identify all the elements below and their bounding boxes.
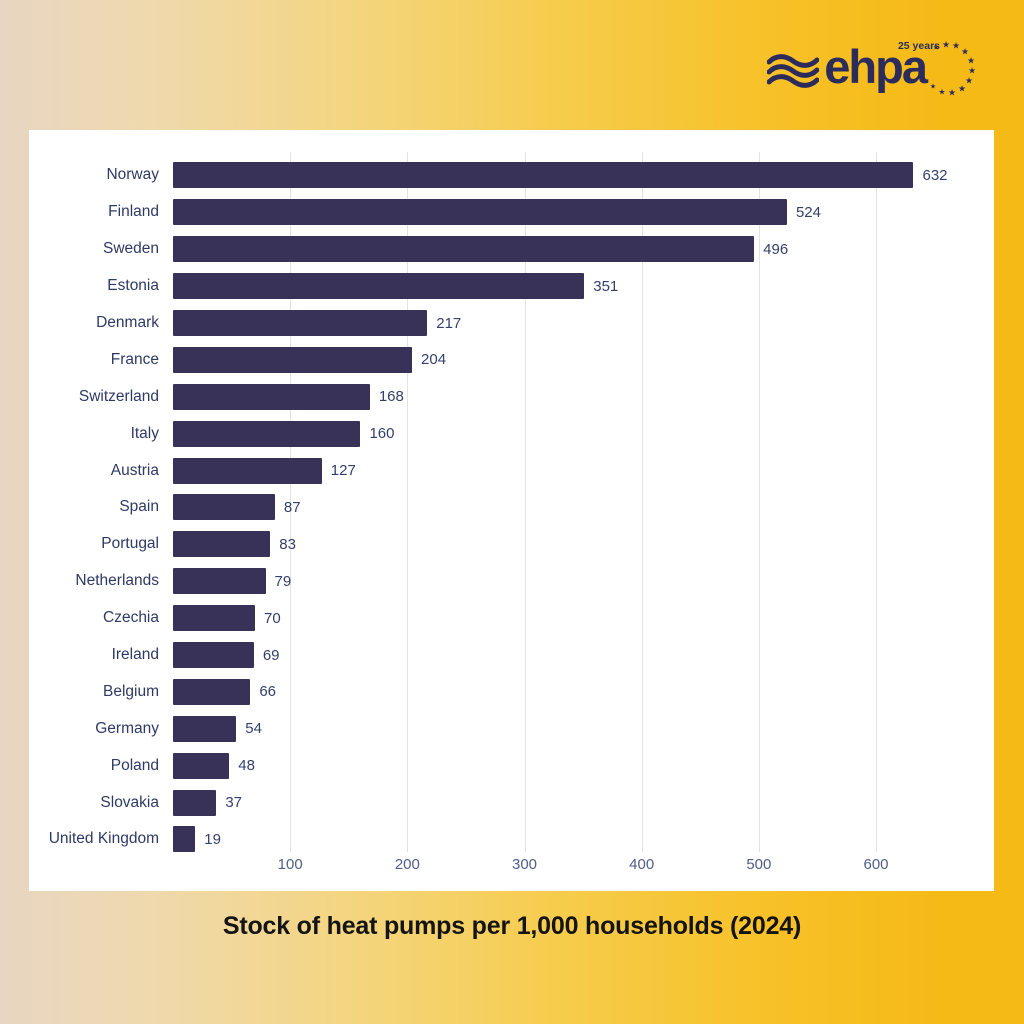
bar-rows: Norway 632 Finland 524 Sweden 496 Estonia 351 De… xyxy=(29,157,985,858)
value-label: 496 xyxy=(763,240,789,258)
chart-row: Germany 54 xyxy=(29,710,985,747)
chart-row: Austria 127 xyxy=(29,452,985,489)
value-label: 524 xyxy=(795,203,821,221)
bar xyxy=(173,199,787,226)
value-label: 69 xyxy=(262,646,280,664)
x-tick-label: 300 xyxy=(511,856,538,873)
bar xyxy=(173,789,217,816)
chart-row: Netherlands 79 xyxy=(29,563,985,600)
category-label: Norway xyxy=(106,166,159,184)
chart-row: Denmark 217 xyxy=(29,305,985,342)
chart-row: Finland 524 xyxy=(29,194,985,231)
category-label: Denmark xyxy=(96,314,159,331)
chart-row: Switzerland 168 xyxy=(29,378,985,415)
category-label: Spain xyxy=(119,498,159,516)
value-label: 351 xyxy=(593,277,619,295)
category-label: Netherlands xyxy=(75,572,159,590)
bar xyxy=(173,678,251,705)
chart-row: Spain 87 xyxy=(29,489,985,526)
gridline xyxy=(641,152,643,852)
chart-row: France 204 xyxy=(29,341,985,378)
chart-row: Belgium 66 xyxy=(29,673,985,710)
chart-title: Stock of heat pumps per 1,000 households… xyxy=(222,912,802,940)
bar xyxy=(173,236,755,263)
bar xyxy=(173,494,275,521)
value-label: 83 xyxy=(279,535,296,553)
chart-row: Estonia 351 xyxy=(29,268,985,305)
category-label: France xyxy=(110,350,159,368)
gridline xyxy=(876,152,877,852)
bar xyxy=(173,826,196,853)
bar xyxy=(173,715,237,742)
gridline xyxy=(524,152,526,852)
value-label: 632 xyxy=(922,166,948,184)
gridline xyxy=(290,152,292,852)
x-tick-label: 600 xyxy=(863,856,889,873)
chart-row: Italy 160 xyxy=(29,415,985,452)
logo-tagline: 25 years xyxy=(897,40,940,52)
chart-row: Slovakia 37 xyxy=(29,784,985,821)
value-label: 127 xyxy=(330,462,356,480)
chart-card: Norway 632 Finland 524 Sweden 496 Estonia 351 De… xyxy=(29,130,994,891)
logo-wordmark: ehpa xyxy=(824,40,928,93)
eu-stars-icon: ★ ★ ★ ★ ★ ★ ★ ★ ★ ★ ★ xyxy=(929,39,977,98)
category-label: Austria xyxy=(110,461,159,479)
bar xyxy=(173,568,266,595)
category-label: Switzerland xyxy=(78,387,159,405)
category-label: Estonia xyxy=(107,277,159,295)
category-label: Czechia xyxy=(103,609,159,627)
bar xyxy=(173,420,361,447)
gridline xyxy=(407,152,409,852)
chart-row: United Kingdom 19 xyxy=(29,821,985,858)
category-label: Sweden xyxy=(102,240,159,258)
bar xyxy=(173,457,322,484)
chart-row: Portugal 83 xyxy=(29,526,985,563)
value-label: 70 xyxy=(264,609,281,627)
gridlines xyxy=(173,152,985,852)
bar xyxy=(173,752,230,779)
bar xyxy=(173,642,254,669)
gridline xyxy=(758,152,760,852)
ehpa-logo: ehpa ★ ★ ★ ★ ★ ★ ★ ★ ★ ★ ★ 25 years xyxy=(767,34,980,100)
x-tick-label: 200 xyxy=(394,856,420,873)
value-label: 48 xyxy=(238,757,255,775)
waves-icon xyxy=(767,54,820,88)
x-tick-label: 100 xyxy=(277,856,303,873)
value-label: 217 xyxy=(436,314,462,332)
chart-row: Czechia 70 xyxy=(29,600,985,637)
value-label: 204 xyxy=(421,351,447,369)
category-label: Finland xyxy=(108,203,159,221)
category-label: Portugal xyxy=(101,535,159,553)
value-label: 168 xyxy=(378,388,404,406)
value-label: 160 xyxy=(369,425,395,443)
value-label: 54 xyxy=(245,720,262,738)
category-label: Italy xyxy=(130,424,159,442)
x-axis-ticks: 100 200 300 400 500 600 xyxy=(173,856,985,876)
value-label: 37 xyxy=(225,794,243,812)
bar xyxy=(173,310,428,336)
bar xyxy=(173,162,914,189)
bar xyxy=(173,531,271,558)
category-label: Poland xyxy=(110,756,159,774)
chart-row: Poland 48 xyxy=(29,747,985,784)
bar xyxy=(173,383,370,410)
x-tick-label: 400 xyxy=(629,856,655,873)
value-label: 19 xyxy=(204,830,221,848)
bar xyxy=(173,273,585,300)
category-label: Ireland xyxy=(111,646,159,664)
category-label: United Kingdom xyxy=(48,830,159,848)
chart-row: Sweden 496 xyxy=(29,231,985,268)
value-label: 79 xyxy=(274,572,292,590)
category-label: Germany xyxy=(95,719,159,737)
value-label: 66 xyxy=(259,683,277,701)
chart-row: Ireland 69 xyxy=(29,637,985,674)
chart-row: Norway 632 xyxy=(29,157,985,194)
value-label: 87 xyxy=(283,498,301,516)
category-label: Belgium xyxy=(103,682,159,700)
category-label: Slovakia xyxy=(100,793,159,811)
bar xyxy=(173,605,256,632)
x-tick-label: 500 xyxy=(746,856,772,873)
bar xyxy=(173,346,413,373)
